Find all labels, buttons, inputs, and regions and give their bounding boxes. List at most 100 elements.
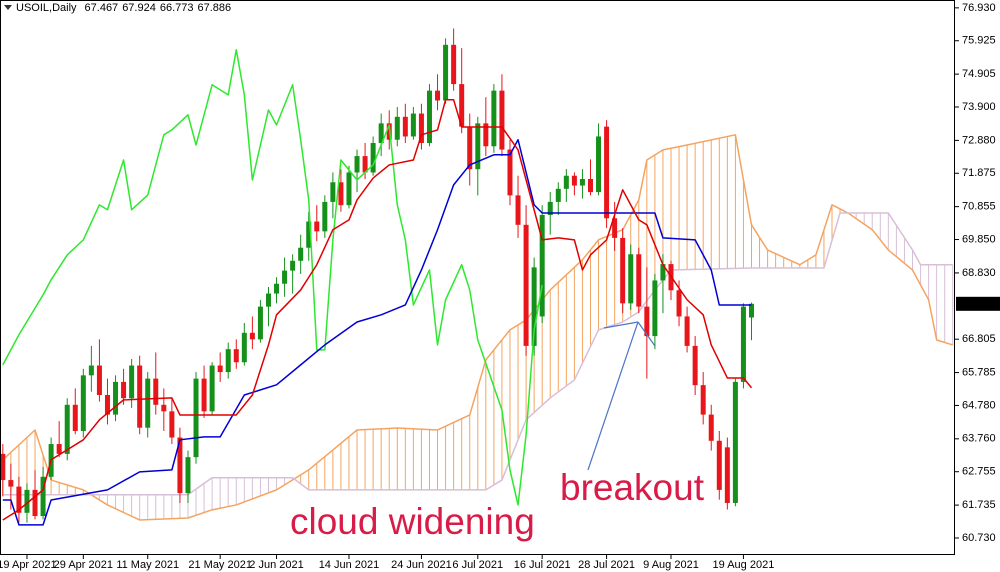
candle-body [402, 116, 408, 137]
candle-body [169, 411, 175, 438]
candle-body [604, 126, 610, 219]
candle-body [628, 254, 634, 304]
candle-body [64, 404, 70, 454]
open-value: 67.467 [85, 2, 119, 14]
candle-body [435, 90, 441, 101]
candle-body [88, 365, 94, 376]
candle-body [475, 123, 481, 170]
arrow-line [587, 321, 639, 471]
candle-body [708, 414, 714, 441]
candle-body [700, 385, 706, 415]
candle-body [40, 476, 46, 517]
y-tick-label: 76.930 [962, 2, 996, 14]
candle-body [724, 447, 730, 503]
candle-body [692, 345, 698, 386]
y-tick-label: 74.905 [962, 68, 996, 80]
x-tick-label: 24 Jun 2021 [391, 559, 452, 571]
candle-body [121, 381, 127, 399]
current-price-label: 67.886 [960, 298, 994, 310]
candle-body [652, 280, 658, 337]
candle-body [193, 378, 199, 458]
candle-body [579, 179, 585, 186]
y-tick-label: 65.785 [962, 366, 996, 378]
candle-body [555, 188, 561, 202]
x-tick-label: 14 Jun 2021 [319, 559, 380, 571]
candle-body [233, 349, 239, 363]
x-tick-label: 19 Apr 2021 [0, 559, 57, 571]
y-tick-label: 61.735 [962, 499, 996, 511]
candle-body [32, 489, 38, 517]
candle-body [249, 332, 255, 340]
candle-body [137, 365, 143, 428]
candle-body [507, 149, 513, 196]
y-tick-label: 64.780 [962, 399, 996, 411]
x-tick-label: 9 Aug 2021 [643, 559, 699, 571]
candle-body [443, 44, 449, 101]
candle-body [24, 489, 30, 513]
candle-body [596, 136, 602, 193]
candle-body [644, 306, 650, 337]
candle-body [209, 365, 215, 412]
candle-body [298, 247, 304, 261]
candle-body [362, 156, 368, 173]
candle-body [153, 378, 159, 405]
plot-frame [0, 0, 955, 555]
chikou-span [2, 48, 543, 506]
chart-header: USOIL,Daily 67.467 67.924 66.773 67.886 [16, 2, 231, 14]
candle-body [547, 201, 553, 215]
candle-body [459, 84, 465, 127]
chart-title: USOIL,Daily [16, 2, 77, 14]
candle-body [314, 221, 320, 232]
candle-body [418, 113, 424, 144]
y-tick-label: 73.900 [962, 101, 996, 113]
y-tick-label: 60.730 [962, 532, 996, 544]
candle-body [410, 113, 416, 137]
current-price-box [956, 296, 1000, 311]
candle-body [491, 90, 497, 147]
candle-body [378, 123, 384, 144]
x-tick-label: 29 Apr 2021 [54, 559, 113, 571]
y-tick-label: 68.830 [962, 267, 996, 279]
candle-body [338, 182, 344, 206]
senkou-span-b [2, 212, 953, 496]
tenkan-sen [2, 99, 753, 521]
candle-body [145, 378, 151, 428]
candle-body [483, 123, 489, 147]
candle-body [426, 90, 432, 144]
candle-body [265, 293, 271, 307]
candle-body [161, 404, 167, 412]
x-tick-label: 19 Aug 2021 [713, 559, 775, 571]
x-tick-label: 11 May 2021 [116, 559, 179, 571]
candle-body [16, 486, 22, 513]
candle-body [346, 172, 352, 206]
arrow-line [603, 321, 639, 329]
candle-body [113, 381, 119, 415]
candle-body [322, 201, 328, 232]
candle-body [306, 221, 312, 248]
candle-body [56, 444, 62, 454]
y-tick-label: 63.760 [962, 433, 996, 445]
candle-body [185, 457, 191, 494]
candle-body [290, 260, 296, 271]
candle-body [620, 237, 626, 304]
arrow-line [637, 321, 656, 347]
candle-body [676, 290, 682, 317]
symbol-menu-icon[interactable] [4, 5, 12, 10]
x-tick-label: 16 Jul 2021 [514, 559, 571, 571]
y-tick-label: 66.805 [962, 333, 996, 345]
candle-body [8, 480, 14, 487]
candle-body [104, 394, 110, 415]
senkou-span-a [2, 134, 953, 521]
y-tick-label: 75.925 [962, 35, 996, 47]
annotation: breakout [560, 467, 705, 508]
candle-body [282, 270, 288, 284]
y-tick-label: 70.855 [962, 201, 996, 213]
annotation: cloud widening [290, 501, 535, 542]
candle-body [96, 365, 102, 395]
y-tick-label: 72.880 [962, 134, 996, 146]
y-tick-label: 62.755 [962, 466, 996, 478]
candle-body [257, 306, 263, 340]
